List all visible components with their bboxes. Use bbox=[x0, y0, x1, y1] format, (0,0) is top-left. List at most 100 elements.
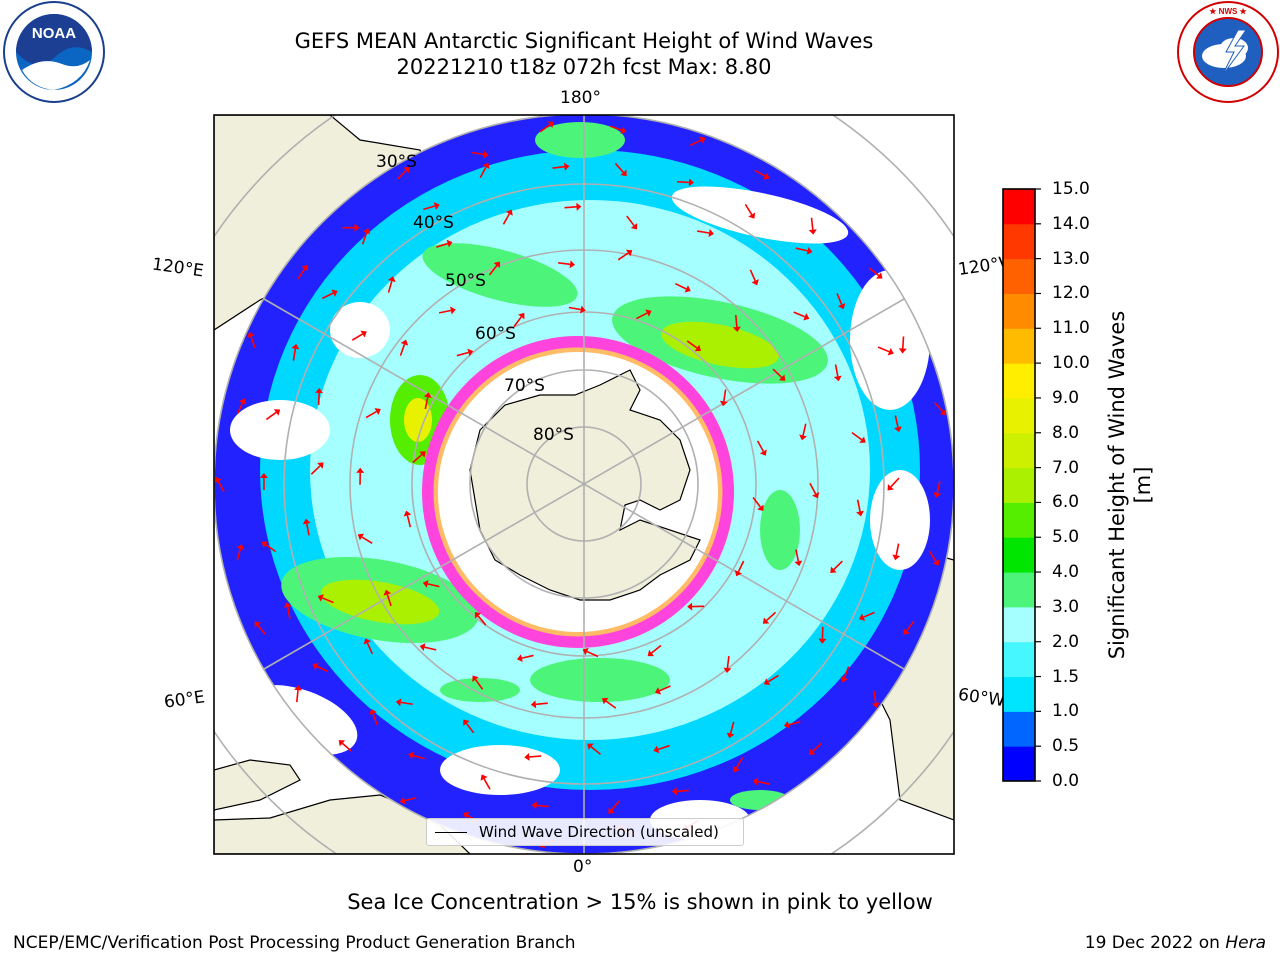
wave-direction-arrowhead bbox=[400, 339, 409, 346]
legend-line-swatch bbox=[435, 832, 467, 833]
wave-direction-arrow bbox=[265, 411, 277, 421]
wave-direction-arrowhead bbox=[564, 162, 570, 171]
wave-direction-arrowhead bbox=[576, 202, 582, 211]
wave-direction-arrow bbox=[322, 292, 334, 300]
wave-direction-arrowhead bbox=[238, 398, 247, 405]
wave-direction-arrowhead bbox=[645, 309, 652, 317]
wave-direction-arrowhead bbox=[732, 326, 741, 333]
wave-direction-arrowhead bbox=[403, 510, 412, 517]
wave-direction-arrowhead bbox=[699, 136, 706, 144]
wave-direction-arrowhead bbox=[463, 811, 470, 819]
wave-direction-arrowhead bbox=[294, 685, 302, 691]
wave-direction-arrow bbox=[286, 606, 291, 620]
wave-direction-arrowhead bbox=[763, 172, 770, 180]
wave-direction-arrowhead bbox=[395, 698, 402, 707]
wind-wave-arrows bbox=[214, 121, 947, 849]
wave-direction-arrow bbox=[436, 242, 448, 248]
wave-direction-arrow bbox=[424, 397, 429, 410]
wave-direction-arrowhead bbox=[446, 239, 453, 248]
wave-direction-arrowhead bbox=[518, 312, 525, 320]
wave-direction-arrowhead bbox=[569, 260, 576, 269]
wave-direction-arrow bbox=[387, 280, 393, 293]
wave-direction-arrowhead bbox=[483, 150, 489, 159]
wave-direction-arrowhead bbox=[733, 765, 740, 773]
wave-direction-arrow bbox=[928, 550, 937, 562]
wave-direction-arrow bbox=[471, 151, 484, 156]
wave-direction-arrow bbox=[810, 217, 814, 230]
wave-direction-arrowhead bbox=[419, 451, 426, 458]
wave-direction-arrow bbox=[568, 306, 581, 311]
wave-direction-arrow bbox=[651, 644, 662, 654]
wave-direction-arrowhead bbox=[608, 807, 615, 814]
wave-direction-arrowhead bbox=[493, 261, 500, 268]
wave-direction-arrowhead bbox=[516, 654, 523, 663]
sea-ice-note: Sea Ice Concentration > 15% is shown in … bbox=[347, 890, 933, 914]
wave-direction-arrowhead bbox=[778, 374, 786, 381]
svg-text:★ NWS ★: ★ NWS ★ bbox=[1209, 7, 1247, 16]
wave-direction-arrow bbox=[737, 560, 745, 573]
wave-direction-arrow bbox=[686, 340, 698, 349]
wave-direction-arrow bbox=[483, 778, 491, 790]
colorbar-segment bbox=[1003, 537, 1035, 573]
colorbar-segment bbox=[1003, 502, 1035, 538]
wave-direction-arrowhead bbox=[939, 408, 947, 416]
wave-direction-arrow bbox=[734, 315, 738, 328]
wave-direction-arrow bbox=[676, 789, 689, 793]
colorbar-segment bbox=[1003, 397, 1035, 434]
colorbar-segment bbox=[1003, 293, 1035, 329]
wave-direction-arrowhead bbox=[403, 166, 410, 174]
wave-direction-arrowhead bbox=[887, 484, 894, 491]
wave-direction-arrow bbox=[529, 755, 542, 758]
wave-direction-arrow bbox=[793, 311, 806, 318]
wave-direction-arrowhead bbox=[759, 449, 767, 456]
wave-direction-arrow bbox=[474, 679, 484, 690]
wave-direction-arrowhead bbox=[360, 330, 367, 338]
wave-direction-arrow bbox=[657, 744, 670, 751]
wave-direction-arrowhead bbox=[467, 348, 474, 357]
wave-direction-arrow bbox=[305, 523, 310, 536]
wave-direction-arrowhead bbox=[894, 426, 902, 433]
wave-direction-arrowhead bbox=[708, 229, 715, 237]
wave-direction-arrow bbox=[605, 700, 617, 709]
wave-direction-arrowhead bbox=[369, 708, 377, 715]
wave-direction-arrowhead bbox=[833, 375, 842, 382]
colorbar-segment bbox=[1003, 223, 1035, 260]
wave-direction-arrow bbox=[729, 721, 735, 734]
wave-direction-arrow bbox=[292, 348, 297, 361]
wave-direction-arrowhead bbox=[474, 612, 482, 619]
wave-direction-arrowhead bbox=[620, 169, 627, 177]
wave-direction-arrow bbox=[675, 282, 687, 290]
wave-direction-arrowhead bbox=[261, 541, 269, 548]
wave-direction-arrow bbox=[372, 713, 378, 726]
wave-direction-arrowhead bbox=[354, 223, 360, 232]
wave-direction-arrowhead bbox=[688, 178, 694, 187]
legend-label: Wind Wave Direction (unscaled) bbox=[479, 823, 719, 841]
wave-direction-arrowhead bbox=[399, 796, 406, 805]
wave-direction-arrowhead bbox=[806, 246, 813, 255]
colorbar-segment bbox=[1003, 606, 1035, 643]
wave-direction-arrowhead bbox=[654, 687, 662, 695]
wave-direction-arrowhead bbox=[433, 202, 440, 210]
wave-direction-arrowhead bbox=[812, 491, 820, 499]
wave-direction-arrow bbox=[723, 389, 727, 402]
map-legend: Wind Wave Direction (unscaled) bbox=[426, 818, 744, 846]
colorbar-segment bbox=[1003, 189, 1035, 225]
colorbar-tick-label: 7.0 bbox=[1052, 457, 1080, 478]
wave-direction-arrow bbox=[754, 169, 766, 177]
wave-direction-arrowhead bbox=[859, 436, 866, 443]
footer-machine: Hera bbox=[1225, 933, 1266, 953]
wave-direction-arrow bbox=[812, 742, 823, 753]
colorbar-segment bbox=[1003, 746, 1035, 782]
wave-direction-arrow bbox=[863, 611, 875, 618]
wave-direction-arrowhead bbox=[363, 638, 371, 645]
noaa-logo: NOAA bbox=[3, 1, 105, 103]
colorbar-tick-label: 5.0 bbox=[1052, 527, 1080, 548]
wave-direction-arrow bbox=[756, 440, 765, 452]
wave-direction-arrow bbox=[906, 620, 915, 632]
colorbar-segment bbox=[1003, 363, 1035, 399]
colorbar-tick-label: 8.0 bbox=[1052, 422, 1080, 443]
wave-direction-arrow bbox=[744, 203, 753, 215]
wave-direction-arrow bbox=[386, 594, 392, 607]
wave-direction-arrow bbox=[772, 368, 783, 378]
